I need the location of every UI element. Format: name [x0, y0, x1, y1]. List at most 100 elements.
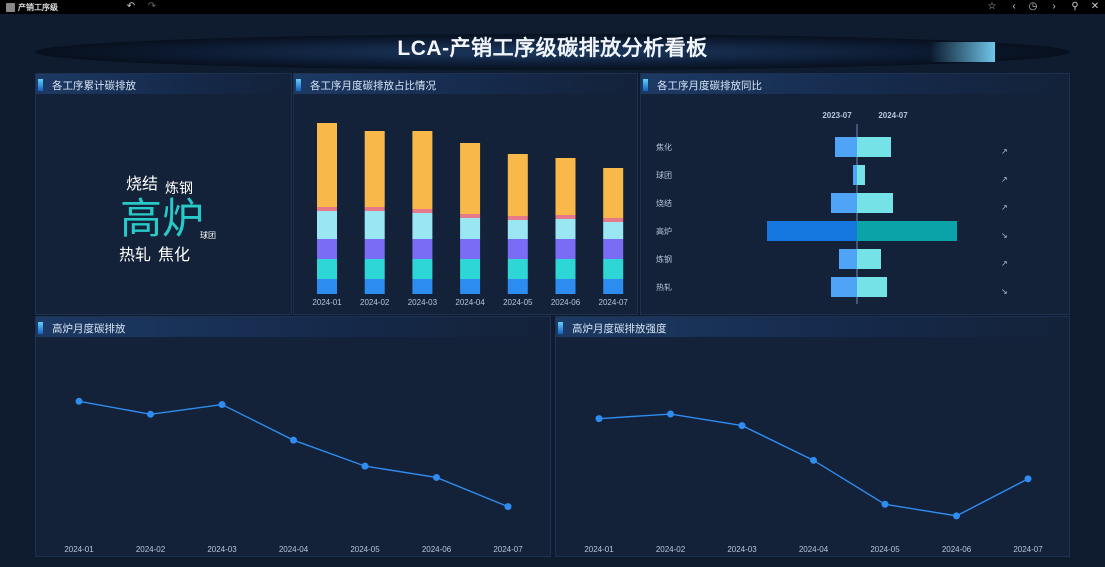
stacked-bar-segment: [507, 216, 528, 220]
app-name: 产销工序级: [18, 2, 58, 12]
x-tick-label: 2024-02: [656, 545, 686, 554]
panel-header: 高炉月度碳排放强度: [556, 317, 1069, 337]
bf-monthly-line-chart: 2024-01 2024-02 2024-03 2024-04 2024-05 2024-…: [64, 397, 523, 554]
bf-monthly-panel: 高炉月度碳排放 2024-01 2024-02 2024-03 2024-04 2024…: [35, 316, 551, 557]
line-point: [147, 410, 154, 418]
x-tick-label: 2024-07: [493, 545, 523, 554]
legend-label: 2023-07: [822, 111, 852, 120]
bar-2023-07: [831, 277, 857, 297]
stacked-bar-segment: [460, 143, 481, 214]
x-tick-label: 2024-06: [942, 545, 972, 554]
chevron-right-icon[interactable]: ›: [1052, 1, 1056, 12]
stacked-bar-segment: [603, 279, 624, 294]
line-point: [667, 410, 674, 418]
clock-icon[interactable]: ◷: [1028, 1, 1038, 12]
x-tick-label: 2024-04: [455, 298, 485, 307]
panel-marker: [38, 79, 43, 91]
undo-icon[interactable]: ↶: [126, 1, 136, 12]
stacked-bar-segment: [317, 279, 337, 294]
header-ellipse: [35, 34, 1070, 70]
browser-toolbar: 产销工序级 ↶ ↷ ☆ ‹ ◷ › ⚲ ✕: [0, 0, 1105, 14]
panel-title: 高炉月度碳排放强度: [572, 323, 667, 335]
bf-intensity-line-chart: 2024-01 2024-02 2024-03 2024-04 2024-05 2024-…: [584, 410, 1043, 554]
y-tick-label: 焦化: [656, 142, 672, 152]
yoy-chart: 2023-07 2024-07 焦化 ↗ 球团 ↗ 烧结 ↗ 高炉 ↘ 炼钢 ↗ 热轧 ↘: [641, 74, 1071, 316]
dashboard: LCA-产销工序级碳排放分析看板 各工序累计碳排放 烧结 炼钢 高炉 球团 热轧…: [0, 14, 1105, 567]
x-tick-label: 2024-01: [64, 545, 94, 554]
cumulative-panel: 各工序累计碳排放 烧结 炼钢 高炉 球团 热轧 焦化: [35, 73, 292, 315]
x-tick-label: 2024-04: [799, 545, 829, 554]
trend-down-icon: ↘: [1001, 231, 1008, 240]
stacked-bar-segment: [364, 239, 385, 259]
chevron-left-icon[interactable]: ‹: [1012, 1, 1016, 12]
panel-marker: [643, 79, 648, 91]
x-tick-label: 2024-01: [584, 545, 614, 554]
line-point: [433, 473, 440, 481]
x-tick-label: 2024-04: [279, 545, 309, 554]
x-tick-label: 2024-07: [1013, 545, 1043, 554]
panel-title: 各工序月度碳排放占比情况: [310, 80, 436, 92]
stacked-bar-segment: [317, 207, 337, 211]
yoy-bar-svg: 2023-07 2024-07 焦化 ↗ 球团 ↗ 烧结 ↗ 高炉 ↘ 炼钢 ↗ 热轧 ↘: [656, 111, 1008, 304]
bar-2024-07: [857, 165, 865, 185]
y-tick-label: 炼钢: [656, 254, 672, 264]
close-icon[interactable]: ✕: [1090, 1, 1100, 12]
pin-icon[interactable]: ⚲: [1071, 1, 1079, 12]
x-tick-label: 2024-02: [360, 298, 390, 307]
line-series: [78, 400, 509, 508]
stacked-bar-segment: [317, 123, 337, 207]
stacked-bar-segment: [555, 158, 576, 215]
dashboard-title: LCA-产销工序级碳排放分析看板: [397, 37, 708, 60]
redo-icon[interactable]: ↷: [147, 1, 157, 12]
x-tick-label: 2024-05: [870, 545, 900, 554]
stacked-bar-segment: [603, 259, 624, 279]
line-point: [218, 401, 226, 409]
x-tick-label: 2024-03: [408, 298, 438, 307]
x-tick-label: 2024-05: [350, 545, 380, 554]
word-cloud-word: 高炉: [120, 195, 205, 242]
y-tick-label: 热轧: [656, 282, 672, 292]
stacked-bar-segment: [555, 215, 576, 219]
line-point: [810, 456, 817, 464]
panel-title: 各工序累计碳排放: [52, 80, 136, 92]
panel-header: 高炉月度碳排放: [36, 317, 550, 337]
stacked-bar-segment: [460, 239, 481, 259]
line-series: [598, 413, 1029, 517]
trend-up-icon: ↗: [1001, 147, 1008, 156]
stacked-bar-segment: [364, 211, 385, 239]
trend-up-icon: ↗: [1001, 259, 1008, 268]
line-point: [595, 415, 603, 423]
x-tick-label: 2024-02: [136, 545, 166, 554]
stacked-bar-segment: [364, 259, 385, 279]
stacked-bar-segment: [603, 222, 624, 239]
bar-2024-07: [857, 277, 887, 297]
bar-2023-07: [853, 165, 857, 185]
header-glow: [930, 42, 995, 62]
x-tick-label: 2024-01: [312, 298, 342, 307]
word-cloud-word: 焦化: [158, 247, 191, 264]
word-cloud-word: 烧结: [126, 176, 159, 193]
stacked-bar-segment: [412, 279, 433, 294]
y-tick-label: 球团: [656, 170, 672, 180]
stacked-bar-segment: [555, 219, 576, 239]
word-cloud-word: 热轧: [119, 247, 152, 264]
stacked-bar-segment: [412, 131, 433, 209]
dashboard-header: LCA-产销工序级碳排放分析看板: [0, 14, 1105, 74]
line-point: [361, 462, 369, 470]
panel-title: 高炉月度碳排放: [52, 323, 126, 335]
x-tick-label: 2024-06: [551, 298, 581, 307]
stacked-bar-segment: [603, 239, 624, 259]
panel-marker: [38, 322, 43, 334]
bar-2024-07: [857, 137, 891, 157]
bar-2023-07: [831, 193, 857, 213]
stacked-bar-segment: [507, 154, 528, 216]
panel-marker: [296, 79, 301, 91]
stacked-bar-segment: [317, 239, 337, 259]
y-tick-label: 高炉: [656, 226, 672, 236]
x-tick-label: 2024-06: [422, 545, 452, 554]
line-point: [504, 503, 512, 511]
stacked-bar-segment: [364, 207, 385, 211]
line-point: [881, 500, 889, 508]
star-icon[interactable]: ☆: [987, 1, 997, 12]
x-tick-label: 2024-07: [599, 298, 629, 307]
